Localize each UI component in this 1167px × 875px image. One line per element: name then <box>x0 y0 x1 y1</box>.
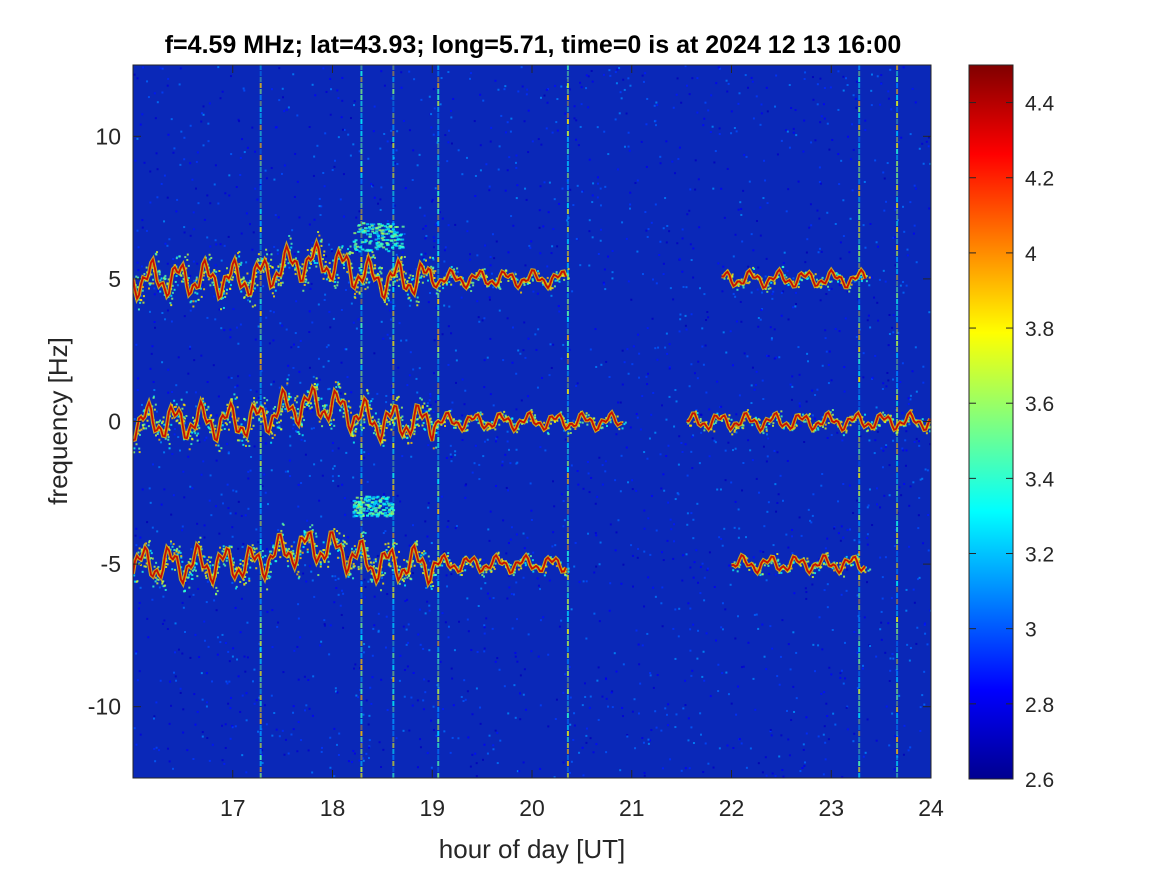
y-tick-label: -10 <box>88 694 121 720</box>
x-axis: 17 18 19 20 21 22 23 24 <box>220 65 944 821</box>
patch-1 <box>352 495 396 518</box>
heatmap-layer <box>133 65 931 778</box>
x-tick-label: 21 <box>619 795 645 821</box>
chart-title: f=4.59 MHz; lat=43.93; long=5.71, time=0… <box>165 31 902 59</box>
y-axis-label: frequency [Hz] <box>43 337 73 505</box>
doppler-trace-1 <box>133 377 931 454</box>
colorbar-tick-label: 3.8 <box>1025 318 1054 341</box>
x-tick-label: 19 <box>419 795 445 821</box>
plot-area: 17 18 19 20 21 22 23 24 10 5 0 -5 -10 <box>88 64 944 821</box>
x-tick-label: 18 <box>320 795 346 821</box>
colorbar: 4.4 4.2 4 3.8 3.6 3.4 3.2 3 2.8 2.6 <box>968 64 1055 792</box>
y-axis: 10 5 0 -5 -10 <box>88 123 931 720</box>
colorbar-tick-label: 3 <box>1025 619 1037 642</box>
x-tick-label: 22 <box>719 795 745 821</box>
noise-speckle <box>133 65 931 778</box>
y-tick-label: -5 <box>101 551 121 577</box>
x-tick-label: 23 <box>818 795 844 821</box>
x-tick-label: 24 <box>918 795 944 821</box>
x-tick-label: 20 <box>519 795 545 821</box>
y-tick-label: 5 <box>108 266 121 292</box>
y-tick-label: 0 <box>108 409 121 435</box>
colorbar-tick-label: 4.2 <box>1025 168 1054 191</box>
doppler-trace-2 <box>133 522 872 596</box>
patch-0 <box>352 222 405 253</box>
colorbar-tick-label: 4 <box>1025 243 1037 266</box>
x-tick-label: 17 <box>220 795 246 821</box>
colorbar-tick-label: 2.6 <box>1025 769 1054 792</box>
colorbar-tick-label: 2.8 <box>1025 694 1054 717</box>
colorbar-gradient <box>968 64 1014 780</box>
y-tick-label: 10 <box>95 123 121 149</box>
colorbar-ticks: 4.4 4.2 4 3.8 3.6 3.4 3.2 3 2.8 2.6 <box>969 93 1055 792</box>
interference-lines <box>259 65 899 778</box>
colorbar-tick-label: 4.4 <box>1025 93 1055 116</box>
doppler-trace-0 <box>133 231 871 311</box>
colorbar-tick-label: 3.6 <box>1025 393 1054 416</box>
x-axis-label: hour of day [UT] <box>439 834 625 864</box>
colorbar-tick-label: 3.2 <box>1025 544 1054 567</box>
colorbar-tick-label: 3.4 <box>1025 468 1055 491</box>
